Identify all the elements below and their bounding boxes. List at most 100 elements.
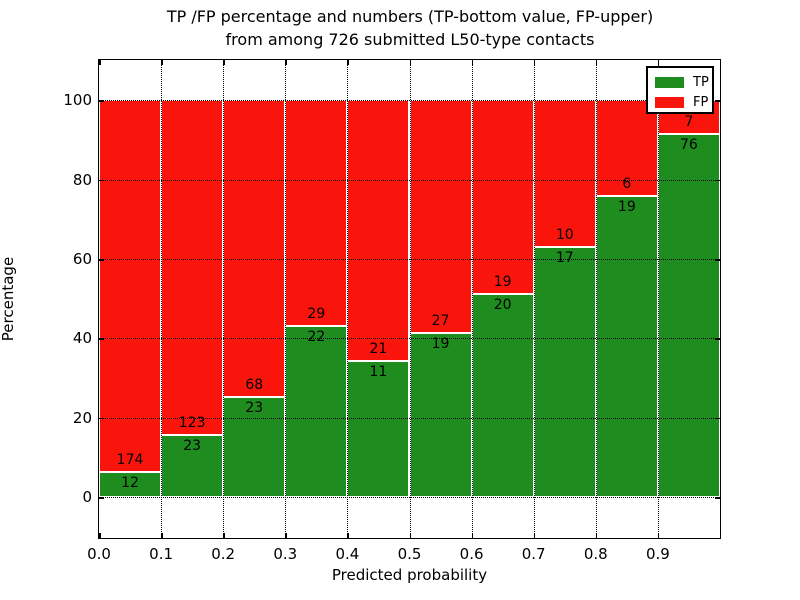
y-tick-mark <box>715 417 720 420</box>
fp-count-label: 6 <box>622 175 632 192</box>
fp-count-label: 21 <box>369 340 388 357</box>
tp-bar-segment <box>657 133 720 498</box>
y-tick-label: 60 <box>72 250 92 269</box>
tp-count-label: 23 <box>245 399 264 416</box>
x-tick-mark <box>99 533 101 538</box>
x-tick-mark <box>409 533 411 538</box>
y-tick-mark <box>99 338 104 340</box>
y-tick-mark <box>99 259 104 261</box>
tp-bar-segment <box>409 333 472 498</box>
x-tick-mark <box>471 533 474 538</box>
tp-bar-segment <box>471 293 534 498</box>
x-tick-mark <box>595 533 598 538</box>
y-tick-label: 40 <box>72 329 92 348</box>
x-tick-label: 0.0 <box>87 545 111 563</box>
x-tick-mark <box>657 60 660 65</box>
tp-bar-segment <box>285 326 348 498</box>
fp-bar-segment <box>223 100 286 397</box>
vertical-gridline <box>657 60 659 538</box>
tp-count-label: 23 <box>183 437 202 454</box>
y-tick-label: 20 <box>72 408 92 427</box>
y-tick-mark <box>715 259 720 261</box>
chart-title-line2: from among 726 submitted L50-type contac… <box>225 30 595 49</box>
x-tick-mark <box>347 60 349 65</box>
horizontal-gridline <box>99 100 720 102</box>
horizontal-gridline <box>99 497 720 499</box>
fp-count-label: 123 <box>178 414 206 431</box>
fp-count-label: 10 <box>555 227 574 244</box>
y-tick-mark <box>99 417 104 420</box>
x-tick-label: 0.3 <box>273 545 298 563</box>
y-tick-label: 80 <box>72 170 92 189</box>
fp-count-label: 19 <box>493 273 512 290</box>
x-tick-label: 0.8 <box>583 545 608 563</box>
y-axis-label: Percentage <box>0 256 17 342</box>
y-tick-mark <box>99 100 104 102</box>
tp-bar-segment <box>595 195 658 498</box>
vertical-gridline <box>409 60 411 538</box>
tp-count-label: 19 <box>617 198 636 215</box>
legend-label-fp: FP <box>693 94 709 110</box>
tp-count-label: 76 <box>680 136 698 153</box>
fp-count-label: 68 <box>245 376 264 393</box>
tp-count-label: 11 <box>369 363 388 380</box>
fp-bar-segment <box>409 100 472 334</box>
vertical-gridline <box>285 60 287 538</box>
x-tick-mark <box>595 60 598 65</box>
x-tick-mark <box>285 533 287 538</box>
x-tick-label: 0.1 <box>149 545 174 563</box>
fp-bar-segment <box>471 100 534 294</box>
x-tick-label: 0.9 <box>645 545 670 563</box>
x-tick-mark <box>409 60 411 65</box>
y-tick-mark <box>715 338 720 340</box>
vertical-gridline <box>471 60 473 538</box>
vertical-gridline <box>223 60 225 538</box>
y-tick-mark <box>715 497 720 499</box>
legend: TP FP <box>646 66 714 114</box>
x-tick-mark <box>471 60 474 65</box>
x-tick-label: 0.5 <box>397 545 422 563</box>
horizontal-gridline <box>99 259 720 261</box>
tp-bar-segment <box>347 360 410 498</box>
tp-count-label: 12 <box>121 474 139 491</box>
tp-swatch-icon <box>655 76 684 88</box>
x-tick-mark <box>533 533 536 538</box>
x-tick-mark <box>285 60 287 65</box>
tp-count-label: 17 <box>555 250 574 267</box>
chart-title: TP /FP percentage and numbers (TP-bottom… <box>60 5 760 51</box>
horizontal-gridline <box>99 179 720 181</box>
vertical-gridline <box>533 60 535 538</box>
legend-label-tp: TP <box>693 74 709 90</box>
x-tick-label: 0.6 <box>459 545 484 563</box>
y-tick-mark <box>99 497 104 499</box>
tp-count-label: 20 <box>493 296 512 313</box>
tp-bar-segment <box>99 471 162 498</box>
x-tick-label: 0.4 <box>335 545 360 563</box>
fp-bar-segment <box>533 100 596 248</box>
plot-area: 174 12 123 23 68 23 29 22 21 11 27 19 19 20 10 17 6 19 7 76 <box>98 59 721 539</box>
y-tick-label: 100 <box>63 91 92 110</box>
fp-bar-segment <box>285 100 348 327</box>
fp-count-label: 174 <box>116 451 144 468</box>
vertical-gridline <box>595 60 597 538</box>
y-tick-mark <box>99 179 104 182</box>
x-tick-mark <box>347 533 349 538</box>
x-tick-mark <box>533 60 536 65</box>
x-axis-label: Predicted probability <box>331 566 488 584</box>
legend-item-fp: FP <box>648 92 712 112</box>
vertical-gridline <box>347 60 349 538</box>
x-tick-label: 0.2 <box>211 545 236 563</box>
y-tick-mark <box>715 179 720 182</box>
vertical-gridline <box>161 60 163 538</box>
x-tick-mark <box>223 533 225 538</box>
tp-count-label: 22 <box>307 329 326 346</box>
tp-bar-segment <box>533 247 596 498</box>
chart-title-line1: TP /FP percentage and numbers (TP-bottom… <box>166 7 654 26</box>
horizontal-gridline <box>99 417 720 419</box>
fp-count-label: 29 <box>307 306 326 323</box>
y-tick-mark <box>715 100 720 102</box>
x-tick-mark <box>99 60 101 65</box>
x-tick-mark <box>223 60 225 65</box>
fp-swatch-icon <box>655 96 684 108</box>
